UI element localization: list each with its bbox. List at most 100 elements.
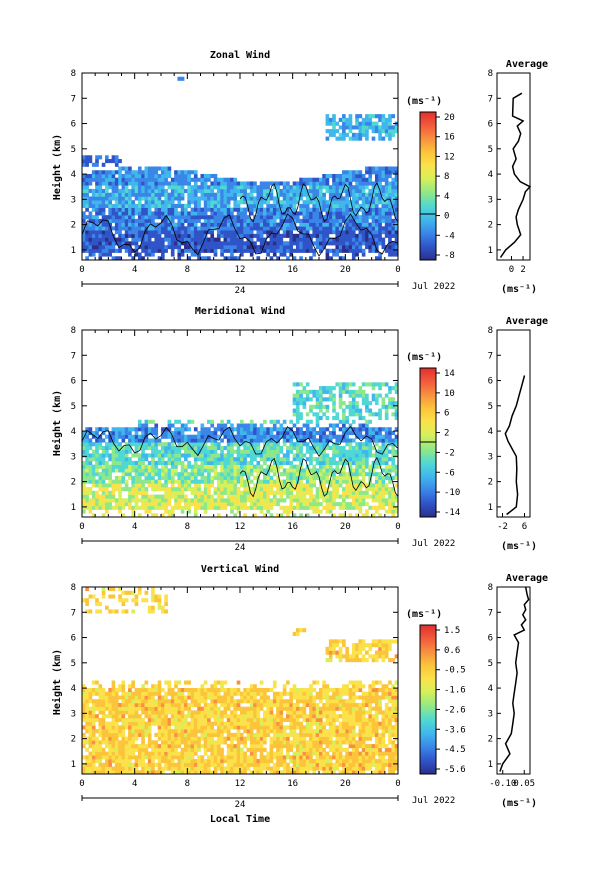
- heatmap-cell: [259, 423, 264, 428]
- heatmap-cell: [263, 762, 267, 767]
- heatmap-cell: [371, 200, 376, 205]
- heatmap-cell: [128, 475, 132, 480]
- heatmap-cell: [180, 490, 185, 495]
- heatmap-cell: [200, 237, 205, 242]
- heatmap-cell: [157, 230, 162, 235]
- heatmap-cell: [312, 404, 317, 409]
- heatmap-cell: [164, 483, 168, 488]
- heatmap-cell: [144, 490, 149, 495]
- heatmap-cell: [365, 132, 369, 137]
- heatmap-cell: [118, 226, 122, 231]
- heatmap-cell: [355, 442, 359, 447]
- heatmap-cell: [249, 211, 254, 216]
- heatmap-cell: [190, 449, 195, 454]
- heatmap-cell: [144, 211, 149, 216]
- heatmap-cell: [157, 237, 162, 242]
- heatmap-cell: [193, 483, 198, 488]
- heatmap-cell: [342, 766, 346, 771]
- heatmap-cell: [164, 464, 168, 469]
- heatmap-cell: [98, 494, 103, 499]
- heatmap-cell: [371, 759, 376, 764]
- heatmap-cell: [282, 222, 287, 227]
- heatmap-cell: [210, 233, 215, 238]
- heatmap-cell: [391, 129, 396, 134]
- heatmap-cell: [358, 136, 363, 141]
- heatmap-cell: [388, 755, 392, 760]
- heatmap-cell: [170, 494, 175, 499]
- heatmap-cell: [164, 166, 168, 171]
- heatmap-cell: [345, 185, 349, 190]
- heatmap-cell: [141, 438, 145, 443]
- heatmap-cell: [203, 192, 208, 197]
- heatmap-cell: [315, 498, 320, 503]
- heatmap-cell: [355, 468, 359, 473]
- heatmap-cell: [101, 438, 106, 443]
- heatmap-cell: [305, 442, 310, 447]
- heatmap-cell: [355, 245, 359, 250]
- heatmap-cell: [358, 121, 363, 126]
- heatmap-cell: [141, 192, 145, 197]
- heatmap-cell: [105, 159, 109, 164]
- heatmap-cell: [289, 430, 294, 436]
- heatmap-cell: [351, 494, 356, 499]
- heatmap-cell: [207, 245, 211, 250]
- heatmap-cell: [286, 211, 290, 216]
- heatmap-cell: [167, 494, 172, 499]
- heatmap-cell: [348, 423, 353, 428]
- heatmap-cell: [230, 196, 234, 201]
- heatmap-cell: [85, 747, 89, 752]
- heatmap-cell: [108, 457, 112, 462]
- heatmap-cell: [365, 215, 369, 220]
- heatmap-cell: [210, 434, 215, 439]
- heatmap-cell: [200, 192, 205, 197]
- heatmap-cell: [315, 762, 320, 767]
- heatmap-cell: [108, 759, 112, 764]
- heatmap-cell: [312, 215, 317, 220]
- heatmap-cell: [190, 751, 195, 756]
- heatmap-cell: [200, 453, 205, 458]
- heatmap-cell: [98, 505, 103, 510]
- heatmap-cell: [309, 460, 313, 465]
- heatmap-cell: [266, 759, 270, 764]
- heatmap-cell: [335, 222, 340, 227]
- heatmap-cell: [118, 215, 122, 220]
- heatmap-cell: [282, 245, 287, 250]
- heatmap-cell: [190, 196, 195, 201]
- heatmap-cell: [388, 117, 392, 122]
- heatmap-cell: [226, 483, 231, 488]
- heatmap-cell: [249, 759, 254, 764]
- heatmap-cell: [190, 475, 195, 480]
- heatmap-cell: [312, 188, 317, 194]
- heatmap-cell: [269, 505, 274, 510]
- heatmap-cell: [272, 766, 277, 771]
- heatmap-cell: [213, 472, 218, 477]
- heatmap-cell: [253, 751, 257, 756]
- heatmap-cell: [368, 434, 373, 439]
- heatmap-cell: [305, 233, 310, 238]
- heatmap-cell: [170, 509, 175, 514]
- heatmap-cell: [137, 166, 142, 171]
- heatmap-cell: [358, 759, 363, 764]
- heatmap-cell: [147, 181, 152, 186]
- heatmap-cell: [134, 490, 139, 495]
- heatmap-cell: [295, 770, 300, 775]
- heatmap-cell: [272, 423, 277, 428]
- heatmap-cell: [338, 755, 343, 760]
- heatmap-cell: [263, 222, 267, 227]
- heatmap-cell: [161, 487, 165, 492]
- heatmap-cell: [154, 177, 159, 182]
- heatmap-cell: [95, 159, 99, 164]
- heatmap-cell: [213, 762, 218, 767]
- heatmap-cell: [355, 200, 359, 205]
- heatmap-cell: [246, 468, 251, 473]
- heatmap-cell: [91, 505, 96, 510]
- heatmap-cell: [319, 248, 323, 253]
- heatmap-cell: [151, 755, 155, 760]
- heatmap-cell: [167, 185, 172, 190]
- heatmap-cell: [207, 502, 211, 507]
- heatmap-cell: [197, 215, 201, 220]
- heatmap-cell: [378, 430, 382, 436]
- heatmap-cell: [207, 490, 211, 495]
- heatmap-cell: [365, 166, 369, 171]
- heatmap-cell: [371, 505, 376, 510]
